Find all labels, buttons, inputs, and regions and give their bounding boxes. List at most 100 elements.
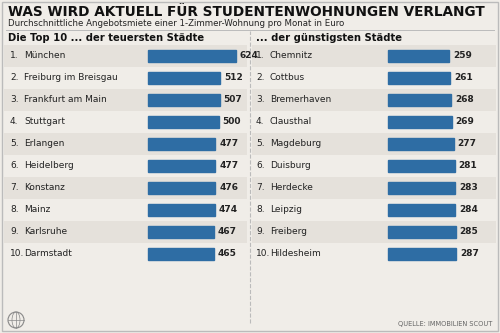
Text: 259: 259: [454, 52, 472, 61]
Bar: [148, 226, 214, 238]
Bar: [252, 45, 496, 67]
Bar: [4, 199, 247, 221]
Bar: [148, 94, 220, 106]
Text: Chemnitz: Chemnitz: [270, 52, 313, 61]
Bar: [148, 182, 215, 194]
Text: 10.: 10.: [10, 249, 24, 258]
Text: 261: 261: [454, 74, 472, 83]
Text: Stuttgart: Stuttgart: [24, 118, 65, 127]
Text: ... der günstigsten Städte: ... der günstigsten Städte: [256, 33, 402, 43]
Text: Bremerhaven: Bremerhaven: [270, 96, 331, 105]
Text: 476: 476: [219, 183, 238, 192]
Bar: [4, 45, 247, 67]
Text: Erlangen: Erlangen: [24, 140, 64, 149]
Text: 268: 268: [456, 96, 474, 105]
Text: 624: 624: [240, 52, 259, 61]
Text: Mainz: Mainz: [24, 205, 50, 214]
Bar: [252, 67, 496, 89]
Text: 2.: 2.: [256, 74, 264, 83]
Text: 9.: 9.: [10, 227, 18, 236]
Text: 283: 283: [459, 183, 478, 192]
Text: Karlsruhe: Karlsruhe: [24, 227, 67, 236]
Text: Freiberg: Freiberg: [270, 227, 307, 236]
Text: 8.: 8.: [10, 205, 18, 214]
Bar: [388, 160, 454, 172]
Bar: [252, 89, 496, 111]
Text: 281: 281: [458, 162, 477, 170]
Text: 500: 500: [222, 118, 241, 127]
Text: Clausthal: Clausthal: [270, 118, 312, 127]
Text: 277: 277: [458, 140, 476, 149]
Bar: [252, 243, 496, 265]
Bar: [388, 72, 450, 84]
Text: 477: 477: [220, 162, 238, 170]
Text: Heidelberg: Heidelberg: [24, 162, 74, 170]
Bar: [148, 138, 216, 150]
Bar: [388, 138, 454, 150]
Text: Duisburg: Duisburg: [270, 162, 311, 170]
Bar: [4, 221, 247, 243]
Text: München: München: [24, 52, 66, 61]
Bar: [388, 204, 456, 216]
Text: 287: 287: [460, 249, 479, 258]
Bar: [388, 226, 456, 238]
Text: 5.: 5.: [10, 140, 18, 149]
Bar: [148, 248, 214, 260]
Text: 507: 507: [224, 96, 242, 105]
Bar: [252, 221, 496, 243]
Text: 1.: 1.: [10, 52, 18, 61]
Text: WAS WIRD AKTUELL FÜR STUDENTENWOHNUNGEN VERLANGT: WAS WIRD AKTUELL FÜR STUDENTENWOHNUNGEN …: [8, 5, 485, 19]
Text: Die Top 10 ... der teuersten Städte: Die Top 10 ... der teuersten Städte: [8, 33, 204, 43]
Bar: [148, 160, 216, 172]
Bar: [4, 89, 247, 111]
Bar: [388, 50, 450, 62]
Bar: [388, 248, 456, 260]
Text: 474: 474: [219, 205, 238, 214]
Bar: [148, 72, 220, 84]
Text: 285: 285: [460, 227, 478, 236]
Text: Darmstadt: Darmstadt: [24, 249, 72, 258]
Bar: [252, 199, 496, 221]
Bar: [4, 177, 247, 199]
Bar: [4, 133, 247, 155]
Text: 5.: 5.: [256, 140, 264, 149]
Bar: [4, 67, 247, 89]
Text: 6.: 6.: [10, 162, 18, 170]
Text: 284: 284: [460, 205, 478, 214]
Text: Cottbus: Cottbus: [270, 74, 305, 83]
Text: Leipzig: Leipzig: [270, 205, 302, 214]
Text: Magdeburg: Magdeburg: [270, 140, 321, 149]
Bar: [388, 116, 452, 128]
Bar: [252, 155, 496, 177]
Bar: [148, 116, 218, 128]
Bar: [388, 182, 455, 194]
Bar: [252, 133, 496, 155]
Text: 3.: 3.: [256, 96, 264, 105]
Text: 2.: 2.: [10, 74, 18, 83]
Text: QUELLE: IMMOBILIEN SCOUT: QUELLE: IMMOBILIEN SCOUT: [398, 321, 492, 327]
Bar: [148, 50, 236, 62]
Bar: [252, 111, 496, 133]
Text: 9.: 9.: [256, 227, 264, 236]
Text: Frankfurt am Main: Frankfurt am Main: [24, 96, 107, 105]
Text: 7.: 7.: [256, 183, 264, 192]
Text: 467: 467: [218, 227, 237, 236]
Text: Konstanz: Konstanz: [24, 183, 65, 192]
Text: 6.: 6.: [256, 162, 264, 170]
Bar: [4, 155, 247, 177]
Text: Herdecke: Herdecke: [270, 183, 313, 192]
Text: Freiburg im Breisgau: Freiburg im Breisgau: [24, 74, 118, 83]
Text: Durchschnittliche Angebotsmiete einer 1-Zimmer-Wohnung pro Monat in Euro: Durchschnittliche Angebotsmiete einer 1-…: [8, 19, 344, 28]
Bar: [252, 177, 496, 199]
Text: 512: 512: [224, 74, 243, 83]
Text: 477: 477: [220, 140, 238, 149]
Text: 4.: 4.: [10, 118, 18, 127]
Bar: [148, 204, 215, 216]
Bar: [4, 111, 247, 133]
Text: 269: 269: [456, 118, 474, 127]
Text: 7.: 7.: [10, 183, 18, 192]
Bar: [388, 94, 452, 106]
Text: 1.: 1.: [256, 52, 264, 61]
Text: 465: 465: [218, 249, 236, 258]
Text: Hildesheim: Hildesheim: [270, 249, 321, 258]
